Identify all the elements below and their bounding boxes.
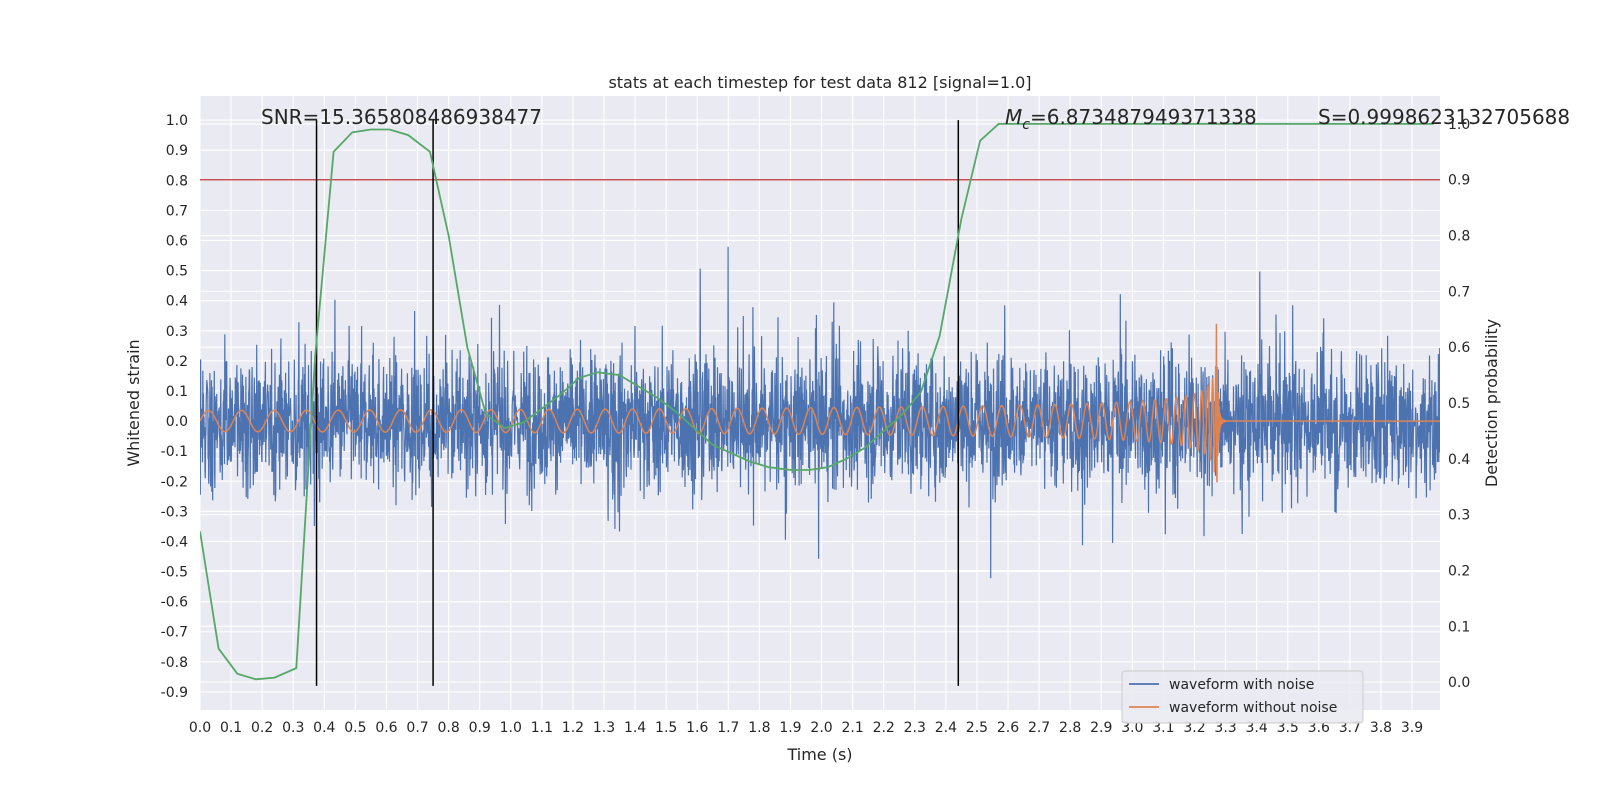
- x-tick-label: 1.7: [717, 720, 739, 736]
- x-tick-label: 0.3: [282, 720, 304, 736]
- legend-label-noise: waveform with noise: [1169, 677, 1314, 693]
- series-group: [200, 120, 1440, 686]
- x-tick-label: 2.8: [1059, 720, 1081, 736]
- x-tick-label: 0.9: [469, 720, 491, 736]
- x-tick-label: 0.5: [344, 720, 366, 736]
- y-tick-label: 0.0: [166, 414, 188, 430]
- x-tick-label: 2.2: [873, 720, 895, 736]
- x-tick-label: 3.5: [1277, 720, 1299, 736]
- x-tick-label: 1.8: [748, 720, 770, 736]
- x-tick-label: 1.9: [779, 720, 801, 736]
- y-tick-label: 0.3: [166, 324, 188, 340]
- x-tick-label: 1.6: [686, 720, 708, 736]
- x-tick-label: 2.1: [841, 720, 863, 736]
- mc-annotation: Mc=6.873487949371338: [1005, 105, 1257, 133]
- y-tick-label: 0.6: [166, 233, 188, 249]
- y2-tick-label: 0.9: [1448, 173, 1470, 189]
- x-tick-label: 2.6: [997, 720, 1019, 736]
- detection-probability-line: [200, 123, 1434, 681]
- y-tick-label: 0.5: [166, 264, 188, 280]
- x-tick-label: 1.5: [655, 720, 677, 736]
- y-tick-label: -0.7: [161, 625, 188, 641]
- x-tick-label: 3.0: [1121, 720, 1143, 736]
- y2-tick-label: 0.6: [1448, 340, 1470, 356]
- x-tick-label: 1.0: [500, 720, 522, 736]
- y-tick-label: -0.6: [161, 595, 188, 611]
- x-tick-label: 2.9: [1090, 720, 1112, 736]
- x-tick-label: 0.4: [313, 720, 335, 736]
- y-tick-label: 0.4: [166, 294, 188, 310]
- y2-tick-label: 0.8: [1448, 229, 1470, 245]
- y2-axis-label: Detection probability: [1482, 319, 1501, 487]
- x-tick-label: 3.8: [1370, 720, 1392, 736]
- y-tick-label: -0.2: [161, 474, 188, 490]
- s-annotation: S=0.9998623132705688: [1318, 105, 1570, 129]
- clean-waveform-line: [200, 323, 1440, 483]
- x-tick-label: 0.1: [220, 720, 242, 736]
- y2-tick-label: 0.5: [1448, 396, 1470, 412]
- y2-tick-label: 0.7: [1448, 284, 1470, 300]
- x-axis-label: Time (s): [786, 745, 852, 764]
- y2-tick-label: 0.3: [1448, 508, 1470, 524]
- x-tick-label: 3.1: [1152, 720, 1174, 736]
- legend: waveform with noise waveform without noi…: [1121, 670, 1364, 724]
- x-tick-label: 0.7: [406, 720, 428, 736]
- x-tick-label: 1.2: [562, 720, 584, 736]
- x-tick-label: 3.4: [1246, 720, 1268, 736]
- y2-tick-label: 0.2: [1448, 563, 1470, 579]
- y-tick-label: 0.9: [166, 143, 188, 159]
- x-tick-label: 3.3: [1214, 720, 1236, 736]
- y-tick-label: 0.8: [166, 173, 188, 189]
- x-tick-label: 2.3: [904, 720, 926, 736]
- x-tick-label: 3.9: [1401, 720, 1423, 736]
- x-tick-label: 3.6: [1308, 720, 1330, 736]
- y-tick-label: -0.4: [161, 534, 188, 550]
- y-tick-label: -0.1: [161, 444, 188, 460]
- x-tick-label: 1.4: [624, 720, 646, 736]
- noisy-waveform-line: [200, 246, 1440, 579]
- y-tick-label: -0.9: [161, 685, 188, 701]
- y-tick-labels: 1.0 0.9 0.8 0.7 0.6 0.5 0.4 0.3 0.2 0.1 0.0 -0.1 -0.…: [161, 113, 188, 701]
- y-tick-label: 0.1: [166, 384, 188, 400]
- legend-box: [1121, 670, 1364, 724]
- y2-tick-label: 0.0: [1448, 675, 1470, 691]
- y2-tick-label: 1.0: [1448, 117, 1470, 133]
- x-tick-label: 2.7: [1028, 720, 1050, 736]
- x-tick-labels: 0.0 0.1 0.2 0.3 0.4 0.5 0.6 0.7 0.8 0.9 1.0 1.1 1.2 1…: [189, 720, 1423, 736]
- mc-value: =6.873487949371338: [1030, 105, 1257, 129]
- x-tick-label: 0.6: [375, 720, 397, 736]
- x-tick-label: 2.0: [810, 720, 832, 736]
- y-tick-label: -0.3: [161, 504, 188, 520]
- y2-tick-label: 0.4: [1448, 452, 1470, 468]
- x-tick-label: 2.5: [966, 720, 988, 736]
- y2-tick-label: 0.1: [1448, 619, 1470, 635]
- x-tick-label: 0.8: [437, 720, 459, 736]
- x-tick-label: 0.2: [251, 720, 273, 736]
- legend-label-clean: waveform without noise: [1169, 700, 1337, 716]
- x-tick-label: 3.7: [1339, 720, 1361, 736]
- mc-subscript: c: [1022, 117, 1030, 133]
- x-tick-label: 1.1: [531, 720, 553, 736]
- y-tick-label: 0.7: [166, 203, 188, 219]
- x-tick-label: 2.4: [935, 720, 957, 736]
- y-tick-label: 0.2: [166, 354, 188, 370]
- x-tick-label: 3.2: [1183, 720, 1205, 736]
- y2-tick-labels: 1.0 0.9 0.8 0.7 0.6 0.5 0.4 0.3 0.2 0.1 0.0: [1448, 117, 1470, 691]
- chart-title: stats at each timestep for test data 812…: [608, 73, 1031, 92]
- x-tick-label: 1.3: [593, 720, 615, 736]
- x-tick-label: 0.0: [189, 720, 211, 736]
- y-axis-label: Whitened strain: [124, 339, 143, 466]
- snr-annotation: SNR=15.365808486938477: [261, 105, 542, 129]
- mc-symbol: M: [1005, 105, 1022, 129]
- y-tick-label: -0.5: [161, 565, 188, 581]
- y-tick-label: 1.0: [166, 113, 188, 129]
- y-tick-label: -0.8: [161, 655, 188, 671]
